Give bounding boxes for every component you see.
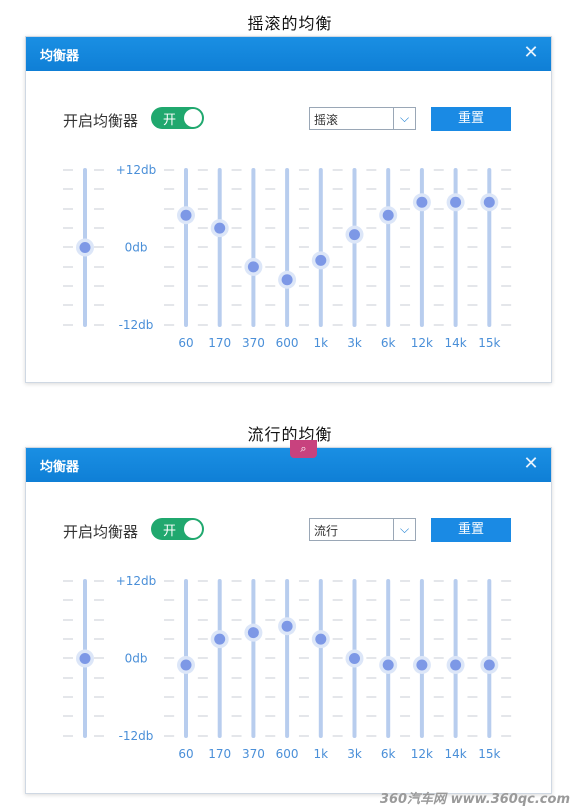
scale-bottom-label: -12db bbox=[119, 729, 154, 743]
band-knob-1k[interactable] bbox=[315, 254, 327, 266]
toggle-label: 开 bbox=[163, 113, 177, 128]
reset-button[interactable]: 重置 bbox=[431, 107, 511, 131]
window-title: 均衡器 bbox=[40, 49, 80, 64]
band-label-14k: 14k bbox=[444, 747, 466, 761]
band-label-14k: 14k bbox=[444, 336, 466, 350]
enable-equalizer-label: 开启均衡器 bbox=[63, 523, 139, 541]
reset-button[interactable]: 重置 bbox=[431, 518, 511, 542]
band-knob-600[interactable] bbox=[281, 274, 293, 286]
band-label-370: 370 bbox=[242, 336, 265, 350]
watermark: 360汽车网 www.360qc.com bbox=[379, 792, 570, 807]
band-knob-14k[interactable] bbox=[450, 659, 462, 671]
equalizer-window-pop: 均衡器 ✕ 开启均衡器 开 流行 ⌵ 重置 +12db 0db -12db 60 170… bbox=[25, 447, 552, 794]
band-knob-600[interactable] bbox=[281, 620, 293, 632]
close-icon[interactable]: ✕ bbox=[523, 453, 539, 474]
band-label-170: 170 bbox=[208, 747, 231, 761]
caption-pop: 流行的均衡 bbox=[247, 425, 333, 444]
band-knob-3k[interactable] bbox=[349, 653, 360, 664]
caption-rock: 摇滚的均衡 bbox=[247, 14, 333, 33]
chevron-down-icon[interactable]: ⌵ bbox=[393, 108, 415, 129]
band-knob-14k[interactable] bbox=[450, 196, 462, 208]
band-knob-12k[interactable] bbox=[416, 196, 428, 208]
band-knob-1k[interactable] bbox=[315, 633, 327, 645]
band-knob-3k[interactable] bbox=[349, 229, 360, 241]
band-knob-6k[interactable] bbox=[382, 209, 394, 221]
eq-sliders: +12db 0db -12db 60 170 370 600 1k 3k 6k 12k 14k 15k bbox=[63, 163, 512, 350]
preamp-knob[interactable] bbox=[79, 653, 91, 664]
equalizer-window-rock: 均衡器 ✕ 开启均衡器 开 摇滚 ⌵ 重置 +12db 0db -12db 60 170… bbox=[25, 36, 552, 383]
chevron-down-icon[interactable]: ⌵ bbox=[393, 519, 415, 540]
preamp-knob[interactable] bbox=[79, 242, 91, 253]
band-label-600: 600 bbox=[276, 747, 299, 761]
band-label-3k: 3k bbox=[347, 747, 362, 761]
band-label-370: 370 bbox=[242, 747, 265, 761]
preset-dropdown[interactable]: 流行 ⌵ bbox=[309, 518, 416, 541]
preset-value: 摇滚 bbox=[314, 113, 339, 127]
toggle-label: 开 bbox=[163, 524, 177, 539]
band-label-60: 60 bbox=[178, 747, 193, 761]
search-icon: ⌕ bbox=[290, 440, 317, 458]
scale-mid-label: 0db bbox=[125, 652, 148, 666]
equalizer-toggle[interactable]: 开 bbox=[151, 518, 204, 540]
title-bar: 均衡器 ✕ bbox=[26, 448, 551, 482]
toggle-knob bbox=[184, 109, 202, 127]
scale-bottom-label: -12db bbox=[119, 318, 154, 332]
enable-equalizer-label: 开启均衡器 bbox=[63, 112, 139, 130]
band-knob-15k[interactable] bbox=[483, 659, 495, 671]
band-label-12k: 12k bbox=[411, 336, 433, 350]
band-knob-12k[interactable] bbox=[416, 659, 428, 671]
scale-top-label: +12db bbox=[116, 574, 157, 588]
band-knob-370[interactable] bbox=[247, 627, 259, 639]
equalizer-toggle[interactable]: 开 bbox=[151, 107, 204, 129]
eq-sliders: +12db 0db -12db 60 170 370 600 1k 3k 6k 12k 14k 15k bbox=[63, 574, 512, 761]
band-knob-170[interactable] bbox=[214, 633, 226, 645]
title-bar: 均衡器 ✕ bbox=[26, 37, 551, 71]
band-label-15k: 15k bbox=[478, 747, 500, 761]
band-label-12k: 12k bbox=[411, 747, 433, 761]
band-label-600: 600 bbox=[276, 336, 299, 350]
band-knob-15k[interactable] bbox=[483, 196, 495, 208]
band-label-1k: 1k bbox=[314, 747, 329, 761]
band-label-6k: 6k bbox=[381, 747, 396, 761]
band-label-1k: 1k bbox=[314, 336, 329, 350]
toggle-knob bbox=[184, 520, 202, 538]
band-label-3k: 3k bbox=[347, 336, 362, 350]
band-knob-60[interactable] bbox=[180, 659, 192, 671]
band-knob-170[interactable] bbox=[214, 222, 226, 234]
scale-top-label: +12db bbox=[116, 163, 157, 177]
band-label-6k: 6k bbox=[381, 336, 396, 350]
preset-value: 流行 bbox=[314, 524, 339, 538]
scale-mid-label: 0db bbox=[125, 241, 148, 255]
close-icon[interactable]: ✕ bbox=[523, 42, 539, 63]
band-knob-370[interactable] bbox=[247, 261, 259, 273]
band-knob-6k[interactable] bbox=[382, 659, 394, 671]
band-knob-60[interactable] bbox=[180, 209, 192, 221]
band-label-170: 170 bbox=[208, 336, 231, 350]
band-label-15k: 15k bbox=[478, 336, 500, 350]
band-label-60: 60 bbox=[178, 336, 193, 350]
window-title: 均衡器 bbox=[40, 460, 80, 475]
preset-dropdown[interactable]: 摇滚 ⌵ bbox=[309, 107, 416, 130]
